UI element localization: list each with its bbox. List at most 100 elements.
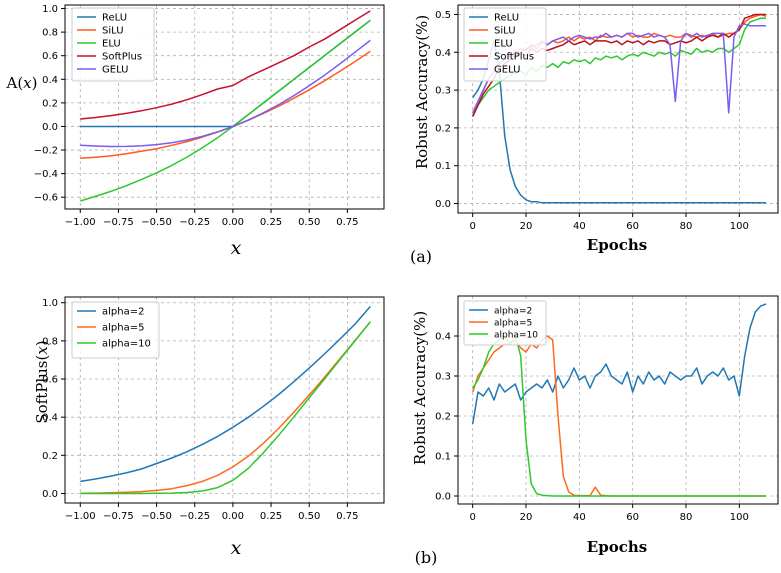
x-tick-label: 0.25 [260, 217, 282, 228]
x-tick-label: −0.25 [179, 511, 210, 522]
y-tick-label: 0.4 [435, 332, 451, 343]
chart-softplus-alpha: −1.00 −0.75 −0.50 −0.25 0.00 0.25 0.50 0.75 0.0 0… [33, 296, 385, 559]
series-line-alpha-2 [471, 303, 767, 425]
x-tick-label: 0 [469, 512, 475, 523]
x-tick-label: −0.25 [179, 217, 210, 228]
y-tick-label: 0.3 [435, 372, 451, 383]
panel-label-a: (a) [410, 247, 432, 266]
x-tick-label: 0.00 [222, 511, 244, 522]
y-tick-label: 0.5 [435, 10, 451, 21]
series-line-softplus [80, 10, 371, 120]
x-tick-label: 0 [469, 221, 475, 232]
y-tick-label: 0.4 [42, 75, 58, 86]
series-group [80, 306, 371, 495]
y-tick-label: 0.2 [42, 451, 58, 462]
legend-label: ReLU [102, 13, 127, 24]
y-tick-label: 0.0 [42, 489, 58, 500]
x-tick-label: 0.50 [298, 511, 320, 522]
x-tick-label: −0.50 [141, 217, 172, 228]
legend-box [71, 7, 155, 82]
chart-activations: −1.00 −0.75 −0.50 −0.25 0.00 0.25 0.50 0.75 −0.6… [5, 4, 385, 259]
series-line-gelu [80, 39, 371, 148]
legend: ReLU SiLU ELU SoftPlus GELU [463, 7, 547, 82]
legend: ReLU SiLU ELU SoftPlus GELU [71, 7, 155, 82]
x-tick-label: 40 [573, 221, 586, 232]
series-group [80, 10, 371, 202]
series-line-alpha-10 [472, 335, 766, 497]
x-tick-label: 20 [520, 512, 533, 523]
y-tick-label: 1.0 [42, 4, 58, 15]
x-tick-label: 20 [520, 221, 533, 232]
y-tick-label: 0.0 [435, 199, 451, 210]
x-tick-label: −0.75 [103, 217, 134, 228]
y-axis-label: Robust Accuracy(%) [411, 311, 429, 465]
plot-frame [64, 4, 385, 210]
legend-box [71, 301, 160, 359]
legend-label: alpha=2 [494, 307, 532, 317]
y-tick-label: 0.2 [42, 98, 58, 109]
y-tick-label: 0.1 [435, 161, 451, 172]
x-tick-label: 0.25 [260, 511, 282, 522]
legend-label: SoftPlus [494, 52, 534, 63]
y-tick-label: 0.4 [42, 413, 58, 424]
y-axis-label: A(x) [5, 74, 37, 92]
x-tick-label: −0.75 [103, 511, 134, 522]
series-line-alpha-10 [80, 321, 371, 495]
x-tick-label: −1.00 [65, 217, 96, 228]
y-axis-label: Robust Accuracy(%) [413, 15, 431, 169]
x-tick-label: 0.50 [298, 217, 320, 228]
legend-box [463, 7, 547, 82]
legend-label: GELU [102, 65, 128, 76]
series-line-alpha-5 [80, 321, 371, 495]
legend-label: GELU [494, 65, 520, 76]
legend-label: ELU [494, 39, 513, 50]
legend-label: SiLU [494, 26, 516, 37]
legend-label: alpha=10 [494, 331, 538, 341]
y-tick-label: 0.2 [435, 123, 451, 134]
plot-frame [64, 296, 385, 504]
y-tick-label: 0.6 [42, 51, 58, 62]
legend: alpha=2 alpha=5 alpha=10 [463, 300, 547, 346]
y-tick-label: −0.2 [34, 146, 58, 157]
y-tick-label: −0.4 [34, 169, 58, 180]
legend-label: alpha=5 [102, 323, 144, 334]
y-tick-label: 0.8 [42, 336, 58, 347]
x-tick-label: 0.75 [336, 217, 358, 228]
x-tick-label: 60 [626, 512, 639, 523]
legend-label: alpha=2 [102, 307, 144, 318]
plot-frame [457, 4, 779, 214]
panel-label-b: (b) [415, 548, 438, 567]
y-tick-label: 0.0 [42, 122, 58, 133]
legend-label: SiLU [102, 26, 124, 37]
series-line-relu [472, 40, 766, 204]
x-tick-label: −0.50 [141, 511, 172, 522]
x-axis-label: Epochs [587, 538, 647, 556]
legend: alpha=2 alpha=5 alpha=10 [71, 301, 160, 359]
legend-label: alpha=5 [494, 319, 532, 329]
x-tick-label: 100 [730, 512, 749, 523]
plot-frame [457, 295, 779, 505]
x-tick-label: 100 [730, 221, 749, 232]
y-tick-label: 0.6 [42, 375, 58, 386]
chart-robust-alpha: 0 20 40 60 80 1000.00.10.20.30.4alpha=2alpha=… [411, 295, 779, 556]
y-tick-label: 0.4 [435, 48, 451, 59]
y-tick-label: 0.3 [435, 86, 451, 97]
y-axis-label: SoftPlus(x) [33, 340, 51, 423]
y-tick-label: 0.0 [435, 492, 451, 503]
legend-label: ELU [102, 39, 121, 50]
y-tick-label: 0.1 [435, 452, 451, 463]
x-axis-label: x [231, 237, 242, 259]
legend-label: alpha=10 [102, 339, 151, 350]
y-tick-label: 0.2 [435, 412, 451, 423]
y-tick-label: −0.6 [34, 193, 58, 204]
x-tick-label: 60 [626, 221, 639, 232]
x-axis-label: x [231, 537, 242, 559]
legend-label: ReLU [494, 13, 519, 24]
x-tick-label: 80 [680, 221, 693, 232]
x-tick-label: 80 [680, 512, 693, 523]
legend-label: SoftPlus [102, 52, 142, 63]
chart-robust-activations: 0 20 40 60 80 100 0.0 0.1 0.2 0.3 0.4 0.5 ReLU SiLU EL… [413, 4, 779, 254]
x-axis-label: Epochs [587, 236, 647, 254]
series-group [471, 303, 767, 497]
